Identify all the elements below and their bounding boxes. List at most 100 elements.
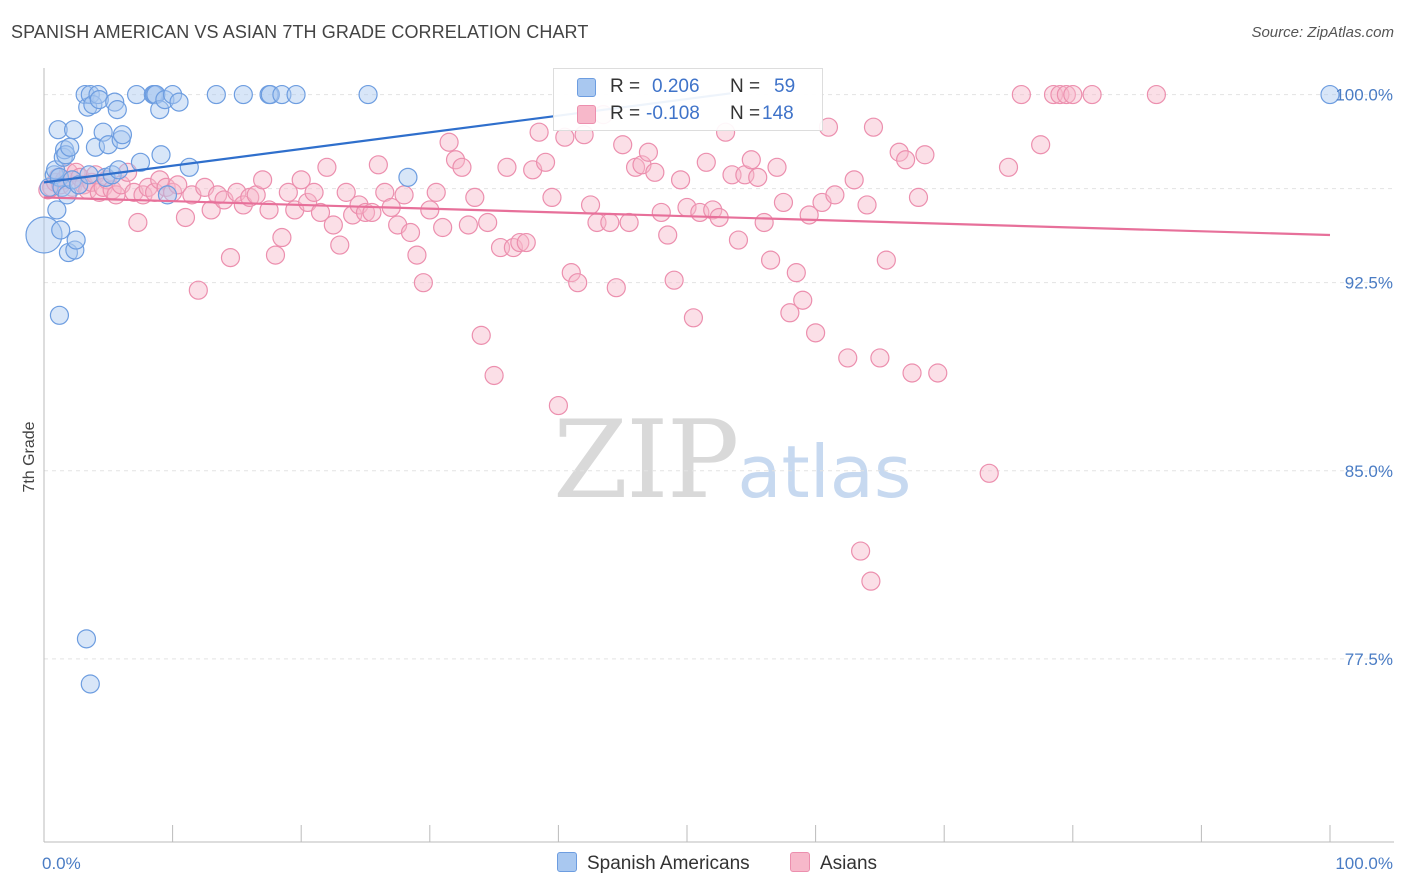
- spanish-american-point: [1320, 84, 1340, 105]
- asian-point: [497, 157, 517, 177]
- chart-title: SPANISH AMERICAN VS ASIAN 7TH GRADE CORR…: [11, 22, 589, 42]
- y-axis-title: 7th Grade: [21, 421, 38, 492]
- legend-n-label: N =: [730, 103, 761, 124]
- legend-swatch-spanish: [577, 78, 596, 97]
- watermark-zip: ZIP: [553, 398, 739, 523]
- asian-point: [838, 348, 858, 368]
- asian-point: [304, 182, 324, 202]
- asian-point: [548, 395, 569, 416]
- spanish-american-point: [398, 167, 418, 187]
- asian-point: [407, 245, 427, 265]
- spanish-american-point: [146, 84, 166, 105]
- asian-point: [310, 202, 331, 223]
- asian-point: [510, 232, 530, 253]
- asian-point: [1056, 84, 1076, 105]
- asian-point: [863, 117, 884, 137]
- asians-trend-line: [43, 196, 1331, 237]
- y-tick-label: 92.5%: [1345, 274, 1393, 293]
- asian-point: [767, 157, 787, 177]
- axes: [43, 68, 1394, 843]
- spanish-american-point: [78, 97, 98, 117]
- spanish-american-point: [260, 84, 280, 105]
- asian-point: [208, 185, 228, 205]
- asian-point: [529, 122, 549, 142]
- asian-point: [915, 145, 935, 165]
- legend-n-label: N =: [730, 76, 761, 97]
- legend-spanish-americans: Spanish Americans: [557, 852, 750, 875]
- asian-point: [400, 222, 421, 243]
- spanish-american-point: [76, 629, 97, 649]
- asian-point: [613, 135, 633, 155]
- asian-point: [844, 170, 864, 190]
- spanish-american-point: [53, 147, 73, 167]
- y-tick-label: 100.0%: [1335, 86, 1393, 105]
- asian-point: [150, 170, 170, 190]
- asian-point: [323, 215, 343, 235]
- asian-point: [664, 270, 684, 290]
- asian-point: [278, 182, 298, 202]
- asian-point: [870, 348, 890, 368]
- asian-point: [465, 187, 485, 208]
- x-tick-label: 100.0%: [1335, 854, 1393, 873]
- spanish-americans-points: [25, 84, 1340, 694]
- asian-point: [696, 152, 716, 172]
- asian-point: [825, 185, 845, 205]
- asian-point: [259, 200, 279, 220]
- asian-point: [786, 263, 806, 283]
- asian-point: [484, 365, 504, 386]
- asian-point: [253, 170, 273, 190]
- asian-point: [445, 150, 466, 170]
- asian-point: [748, 167, 768, 187]
- spanish-american-point: [157, 185, 178, 205]
- asian-point: [805, 323, 826, 343]
- asians-points: [38, 84, 1166, 591]
- spanish-american-point: [126, 84, 147, 105]
- asian-point: [1082, 84, 1102, 105]
- asian-point: [889, 142, 909, 162]
- asian-point: [439, 132, 459, 152]
- asian-point: [998, 157, 1019, 177]
- gridlines: [44, 94, 1394, 660]
- asian-point: [979, 463, 999, 483]
- spanish-american-point: [272, 84, 292, 105]
- asian-point: [368, 155, 388, 175]
- asian-point: [1146, 84, 1166, 105]
- legend-asians: Asians: [790, 852, 877, 875]
- asian-point: [452, 157, 472, 177]
- spanish-american-point: [130, 152, 151, 172]
- asian-point: [471, 325, 491, 345]
- spanish-american-point: [105, 92, 125, 112]
- asian-point: [606, 278, 626, 298]
- spanish-american-point: [169, 92, 189, 112]
- asian-point: [754, 212, 774, 233]
- spanish-american-point: [69, 175, 89, 195]
- asian-point: [902, 363, 922, 383]
- asian-point: [227, 182, 247, 202]
- asian-point: [703, 200, 723, 220]
- y-tick-label: 85.0%: [1345, 462, 1393, 481]
- legend-swatch-spanish-bottom: [557, 852, 577, 872]
- asian-point: [793, 290, 813, 310]
- spanish-american-point: [286, 84, 306, 105]
- spanish-american-point: [47, 200, 67, 220]
- asian-point: [516, 232, 536, 253]
- watermark-atlas: atlas: [737, 430, 912, 514]
- asian-point: [857, 195, 877, 215]
- spanish-american-point: [206, 84, 226, 105]
- asian-point: [317, 157, 337, 177]
- asian-point: [619, 212, 639, 233]
- asian-point: [272, 227, 292, 248]
- spanish-american-point: [49, 305, 70, 325]
- asian-point: [336, 182, 356, 202]
- asian-point: [503, 237, 523, 258]
- asian-point: [535, 152, 556, 172]
- spanish-american-point: [179, 157, 199, 177]
- spanish-american-point: [112, 125, 133, 145]
- spanish-american-point: [51, 220, 71, 240]
- asian-point: [658, 225, 678, 245]
- spanish-american-point: [107, 100, 127, 120]
- asian-point: [298, 192, 318, 213]
- spanish-american-point: [65, 240, 85, 260]
- asian-point: [561, 263, 581, 283]
- legend-r-value: -0.108: [646, 103, 700, 124]
